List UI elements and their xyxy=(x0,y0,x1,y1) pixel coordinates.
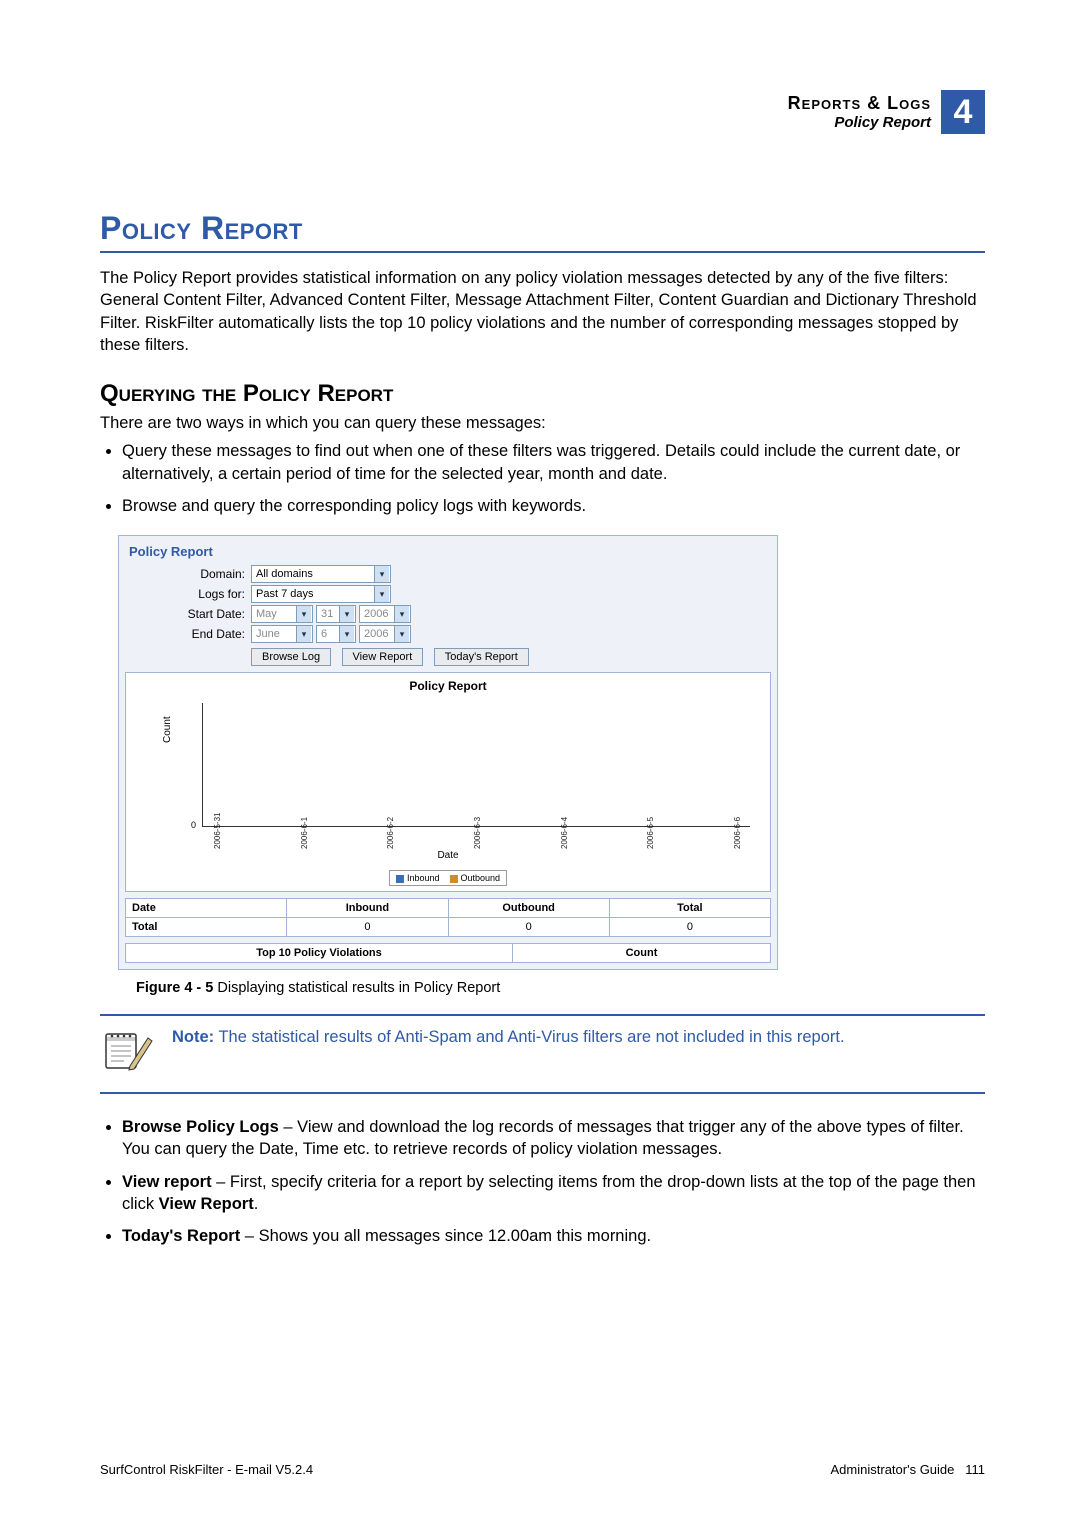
policy-report-screenshot: Policy Report Domain: All domains ▾ Logs… xyxy=(118,535,778,970)
subsection-intro: There are two ways in which you can quer… xyxy=(100,412,985,434)
chart-x-tick: 2006-6-6 xyxy=(733,817,742,849)
action-bullet-list: Browse Policy Logs – View and download t… xyxy=(100,1116,985,1247)
list-item: View report – First, specify criteria fo… xyxy=(122,1171,985,1216)
header-section: Reports & Logs xyxy=(788,93,931,114)
chart-plot-area: 0 xyxy=(202,703,750,827)
manual-page: Reports & Logs Policy Report 4 Policy Re… xyxy=(0,0,1080,1527)
figure-caption: Figure 4 - 5 Displaying statistical resu… xyxy=(136,980,985,996)
top10-table: Top 10 Policy Violations Count xyxy=(125,943,771,963)
logsfor-label: Logs for: xyxy=(125,587,251,601)
chart-x-tick: 2006-6-2 xyxy=(386,817,395,849)
panel-title: Policy Report xyxy=(129,544,771,559)
domain-select[interactable]: All domains ▾ xyxy=(251,565,391,583)
list-item: Browse Policy Logs – View and download t… xyxy=(122,1116,985,1161)
browse-log-button[interactable]: Browse Log xyxy=(251,648,331,666)
chevron-down-icon: ▾ xyxy=(296,626,311,642)
start-year-select[interactable]: 2006 ▾ xyxy=(359,605,411,623)
enddate-label: End Date: xyxy=(125,627,251,641)
chevron-down-icon: ▾ xyxy=(374,566,389,582)
end-day-select[interactable]: 6 ▾ xyxy=(316,625,356,643)
todays-report-button[interactable]: Today's Report xyxy=(434,648,529,666)
chart-y-label: Count xyxy=(162,716,173,743)
end-month-select[interactable]: June ▾ xyxy=(251,625,313,643)
query-bullet-list: Query these messages to find out when on… xyxy=(100,440,985,517)
start-month-select[interactable]: May ▾ xyxy=(251,605,313,623)
footer-product: SurfControl RiskFilter - E-mail V5.2.4 xyxy=(100,1462,313,1477)
note-callout: Note: The statistical results of Anti-Sp… xyxy=(100,1014,985,1094)
start-day-select[interactable]: 31 ▾ xyxy=(316,605,356,623)
chevron-down-icon: ▾ xyxy=(374,586,389,602)
chart-title: Policy Report xyxy=(126,679,770,693)
chart-x-tick: 2006-6-5 xyxy=(646,817,655,849)
heading-rule xyxy=(100,251,985,253)
chart-x-tick: 2006-6-4 xyxy=(560,817,569,849)
startdate-label: Start Date: xyxy=(125,607,251,621)
chart-legend: Inbound Outbound xyxy=(389,870,507,886)
chapter-number-badge: 4 xyxy=(941,90,985,134)
section-heading: Policy Report xyxy=(100,210,985,247)
chart-x-tick: 2006-6-3 xyxy=(473,817,482,849)
chart-x-tick: 2006-5-31 xyxy=(213,813,222,849)
list-item: Query these messages to find out when on… xyxy=(122,440,985,485)
chart-x-ticks: 2006-5-312006-6-12006-6-22006-6-32006-6-… xyxy=(202,829,750,849)
view-report-button[interactable]: View Report xyxy=(342,648,424,666)
chevron-down-icon: ▾ xyxy=(394,606,409,622)
footer-pageref: Administrator's Guide 111 xyxy=(831,1462,985,1477)
table-row: Top 10 Policy Violations Count xyxy=(126,944,771,963)
domain-label: Domain: xyxy=(125,567,251,581)
logsfor-select[interactable]: Past 7 days ▾ xyxy=(251,585,391,603)
list-item: Browse and query the corresponding polic… xyxy=(122,495,985,517)
chevron-down-icon: ▾ xyxy=(296,606,311,622)
chart-y-tick: 0 xyxy=(191,820,196,830)
note-text: Note: The statistical results of Anti-Sp… xyxy=(172,1026,845,1049)
page-footer: SurfControl RiskFilter - E-mail V5.2.4 A… xyxy=(100,1462,985,1477)
summary-table: Date Inbound Outbound Total Total 0 0 0 xyxy=(125,898,771,937)
legend-swatch-icon xyxy=(396,875,404,883)
table-row: Total 0 0 0 xyxy=(126,918,771,937)
chart-x-label: Date xyxy=(126,850,770,861)
notepad-icon xyxy=(100,1026,154,1074)
chevron-down-icon: ▾ xyxy=(339,626,354,642)
chevron-down-icon: ▾ xyxy=(394,626,409,642)
legend-swatch-icon xyxy=(450,875,458,883)
policy-report-chart: Policy Report Count 0 2006-5-312006-6-12… xyxy=(125,672,771,892)
chart-x-tick: 2006-6-1 xyxy=(300,817,309,849)
running-header: Reports & Logs Policy Report 4 xyxy=(788,90,985,134)
chevron-down-icon: ▾ xyxy=(339,606,354,622)
table-row: Date Inbound Outbound Total xyxy=(126,899,771,918)
header-subsection: Policy Report xyxy=(788,114,931,131)
intro-paragraph: The Policy Report provides statistical i… xyxy=(100,267,985,356)
end-year-select[interactable]: 2006 ▾ xyxy=(359,625,411,643)
subsection-heading: Querying the Policy Report xyxy=(100,380,985,408)
list-item: Today's Report – Shows you all messages … xyxy=(122,1225,985,1247)
